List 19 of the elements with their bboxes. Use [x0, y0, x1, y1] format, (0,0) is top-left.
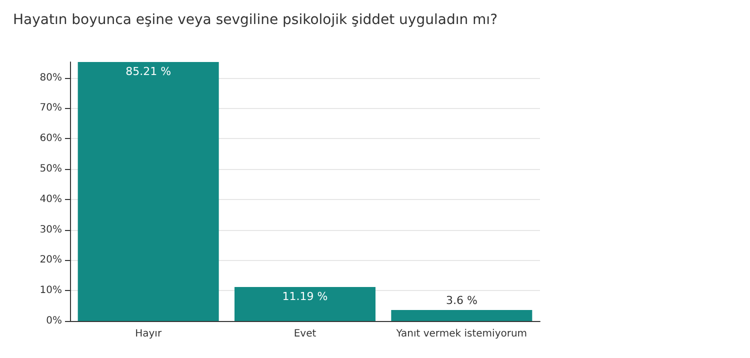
y-tick-label: 70%: [40, 102, 62, 114]
chart-title: Hayatın boyunca eşine veya sevgiline psikolojik şiddet uyguladın mı?: [13, 12, 498, 28]
y-tick-label: 40%: [40, 194, 62, 205]
y-tick-label: 30%: [40, 224, 62, 236]
y-tick-label: 80%: [40, 72, 62, 84]
y-tick-label: 20%: [40, 254, 62, 266]
data-label: 3.6 %: [446, 294, 478, 308]
x-tick-label: Hayır: [135, 328, 162, 340]
data-label: 85.21 %: [126, 65, 172, 78]
y-tick-label: 10%: [40, 285, 62, 296]
bar: [391, 310, 532, 321]
y-tick-label: 0%: [46, 316, 62, 326]
x-tick-label: Evet: [294, 328, 316, 340]
data-label: 11.19 %: [282, 290, 328, 303]
bar: [234, 286, 376, 321]
y-tick-label: 50%: [40, 164, 62, 175]
y-tick-label: 60%: [40, 133, 62, 144]
bar: [78, 62, 219, 321]
x-tick-label: Yanıt vermek istemiyorum: [395, 328, 528, 340]
